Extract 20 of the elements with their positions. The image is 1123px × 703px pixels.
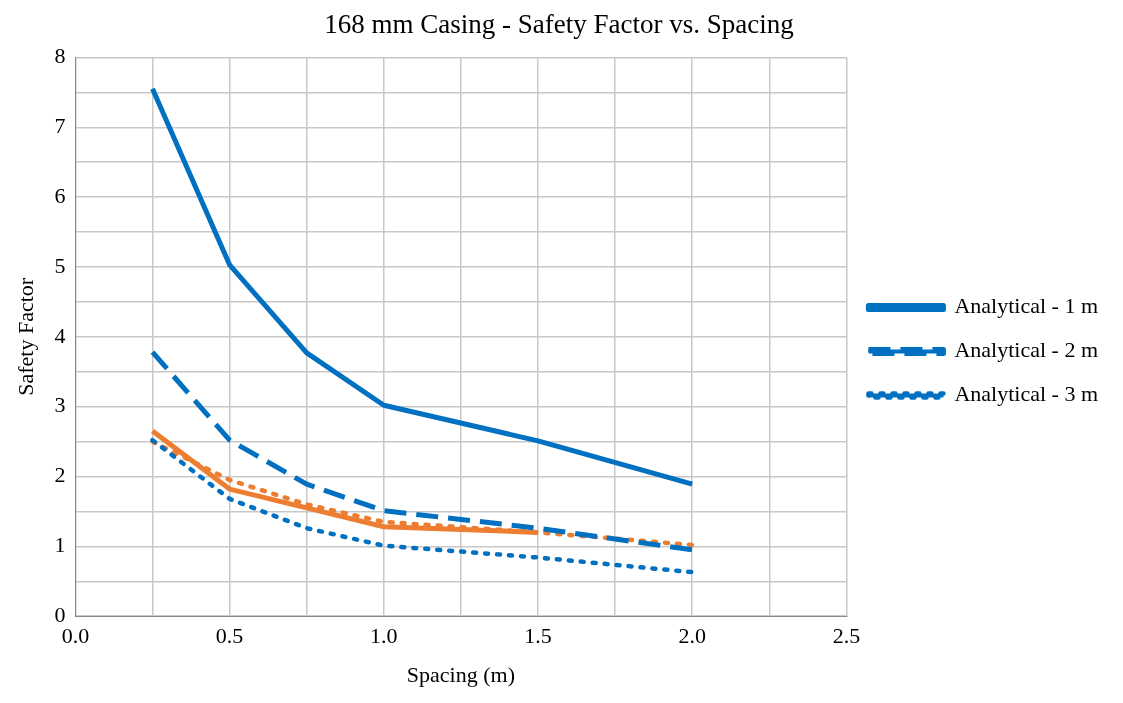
x-tick-label: 1.0 — [370, 623, 398, 649]
x-axis-title: Spacing (m) — [406, 661, 515, 687]
x-tick-label: 2.5 — [832, 623, 861, 649]
x-tick-label: 2.0 — [678, 623, 706, 649]
y-tick-label: 7 — [54, 113, 66, 139]
legend-label: Analytical - 3 m — [954, 381, 1099, 407]
x-tick-label: 1.5 — [524, 623, 552, 649]
x-tick-label: 0.5 — [215, 623, 244, 649]
line-series — [150, 437, 695, 575]
y-tick-label: 4 — [54, 322, 66, 348]
legend-label: Analytical - 1 m — [954, 293, 1099, 319]
y-tick-label: 5 — [54, 252, 66, 278]
chart-title: 168 mm Casing - Safety Factor vs. Spacing — [324, 9, 794, 40]
y-tick-label: 8 — [54, 43, 66, 69]
legend-label: Analytical - 2 m — [954, 337, 1099, 363]
y-tick-label: 2 — [54, 462, 66, 488]
y-axis-title: Safety Factor — [12, 277, 38, 396]
y-tick-label: 1 — [54, 532, 66, 558]
y-tick-label: 3 — [54, 392, 66, 418]
y-tick-label: 6 — [54, 182, 66, 208]
